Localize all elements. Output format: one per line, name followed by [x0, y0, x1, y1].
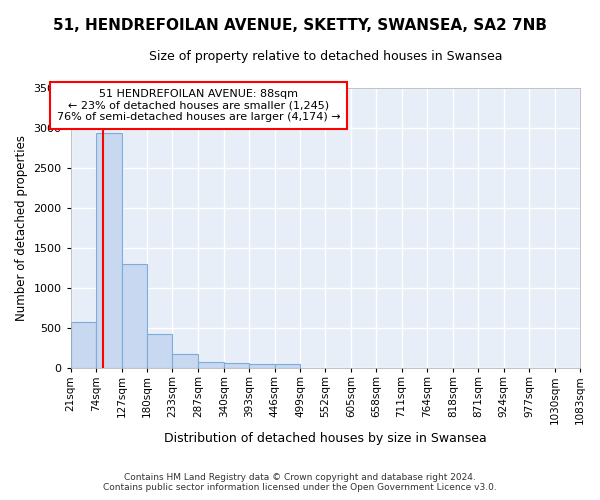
Bar — [224, 363, 249, 368]
Bar — [96, 132, 122, 368]
Bar — [122, 264, 147, 368]
Bar — [172, 354, 198, 368]
Bar — [147, 334, 172, 368]
Text: 51, HENDREFOILAN AVENUE, SKETTY, SWANSEA, SA2 7NB: 51, HENDREFOILAN AVENUE, SKETTY, SWANSEA… — [53, 18, 547, 32]
Text: Contains HM Land Registry data © Crown copyright and database right 2024.
Contai: Contains HM Land Registry data © Crown c… — [103, 473, 497, 492]
Bar — [198, 362, 224, 368]
Text: 51 HENDREFOILAN AVENUE: 88sqm
← 23% of detached houses are smaller (1,245)
76% o: 51 HENDREFOILAN AVENUE: 88sqm ← 23% of d… — [57, 89, 341, 122]
X-axis label: Distribution of detached houses by size in Swansea: Distribution of detached houses by size … — [164, 432, 487, 445]
Title: Size of property relative to detached houses in Swansea: Size of property relative to detached ho… — [149, 50, 502, 63]
Bar — [249, 364, 275, 368]
Bar — [71, 322, 96, 368]
Y-axis label: Number of detached properties: Number of detached properties — [15, 135, 28, 321]
Bar — [275, 364, 300, 368]
